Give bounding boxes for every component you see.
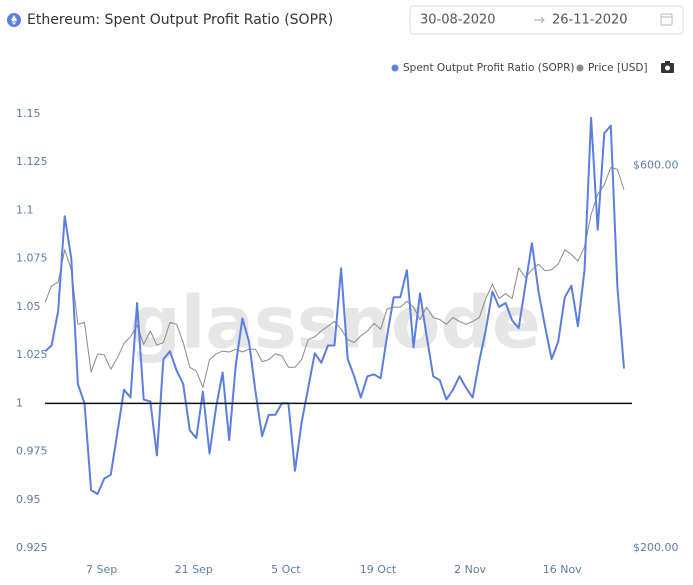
calendar-icon[interactable] bbox=[660, 13, 673, 26]
legend-marker bbox=[576, 64, 584, 72]
x-tick-label: 2 Nov bbox=[454, 563, 486, 576]
legend-label: Price [USD] bbox=[588, 62, 648, 74]
date-from[interactable]: 30-08-2020 bbox=[420, 13, 496, 28]
eth-glyph bbox=[11, 15, 17, 25]
legend-label: Spent Output Profit Ratio (SOPR) bbox=[403, 62, 574, 74]
legend-marker bbox=[391, 64, 399, 72]
series-line bbox=[44, 116, 625, 495]
y-tick-label: 0.925 bbox=[16, 541, 48, 554]
chart-title: Ethereum: Spent Output Profit Ratio (SOP… bbox=[27, 12, 333, 28]
y-tick-label: 1.125 bbox=[16, 155, 48, 168]
y2-tick-label: $600.00 bbox=[633, 159, 679, 172]
camera-icon[interactable] bbox=[661, 61, 674, 73]
x-tick-label: 7 Sep bbox=[86, 563, 117, 576]
y-tick-label: 1.05 bbox=[16, 300, 41, 313]
date-to[interactable]: 26-11-2020 bbox=[552, 13, 628, 28]
x-tick-label: 19 Oct bbox=[360, 563, 397, 576]
range-arrow bbox=[534, 16, 545, 24]
y-tick-label: 1.025 bbox=[16, 348, 48, 361]
x-tick-label: 16 Nov bbox=[543, 563, 582, 576]
y-tick-label: 1 bbox=[16, 396, 23, 409]
x-tick-label: 21 Sep bbox=[175, 563, 213, 576]
y-tick-label: 0.95 bbox=[16, 493, 41, 506]
y-tick-label: 1.075 bbox=[16, 252, 48, 265]
y-tick-label: 0.975 bbox=[16, 445, 48, 458]
x-tick-label: 5 Oct bbox=[271, 563, 301, 576]
y2-tick-label: $200.00 bbox=[633, 541, 679, 554]
date-range-picker[interactable] bbox=[409, 5, 684, 35]
y-tick-label: 1.1 bbox=[16, 203, 34, 216]
y-tick-label: 1.15 bbox=[16, 107, 41, 120]
